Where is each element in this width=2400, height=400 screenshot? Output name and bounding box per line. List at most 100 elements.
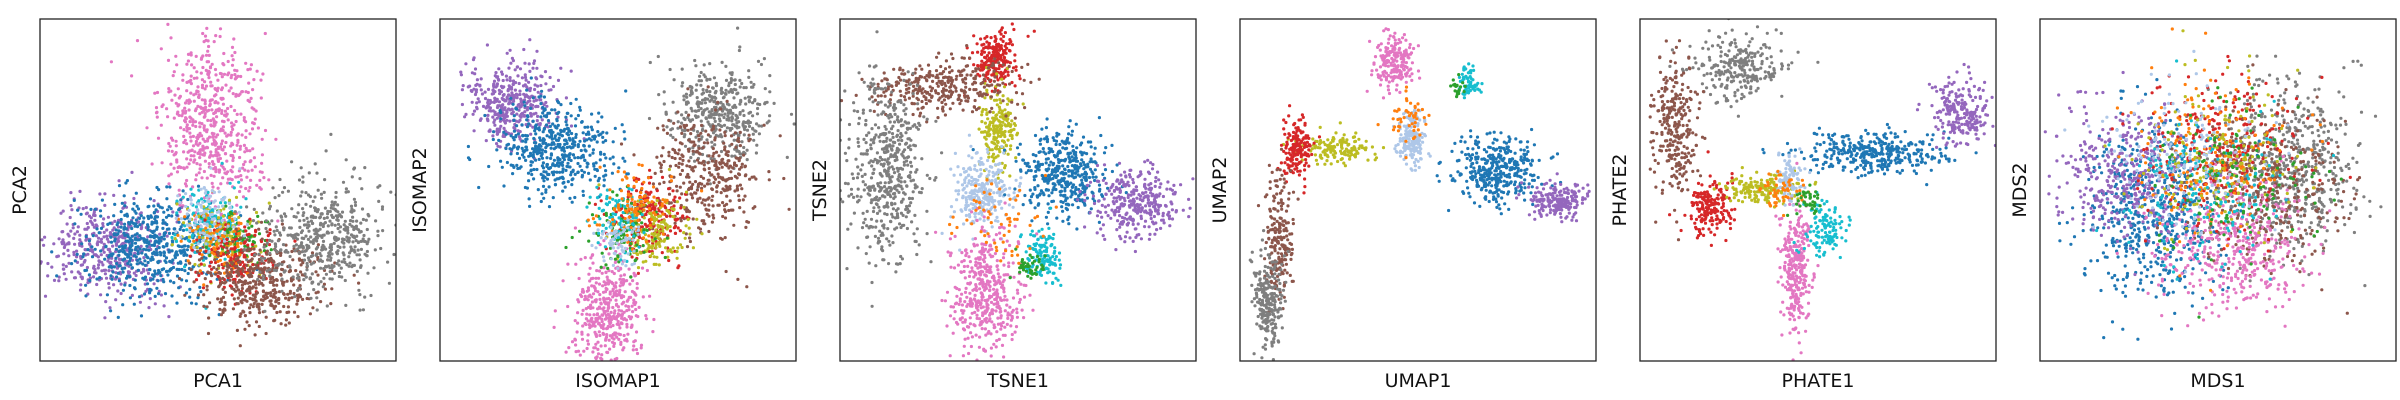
scatter-point bbox=[351, 248, 355, 252]
scatter-point bbox=[224, 140, 228, 145]
scatter-point bbox=[300, 250, 305, 254]
scatter-point bbox=[634, 273, 638, 277]
scatter-point bbox=[574, 97, 578, 101]
scatter-point bbox=[718, 119, 722, 123]
scatter-point bbox=[701, 110, 705, 114]
scatter-point bbox=[714, 84, 719, 88]
scatter-point bbox=[199, 71, 203, 75]
scatter-point bbox=[153, 241, 157, 245]
scatter-point bbox=[145, 244, 149, 248]
scatter-point bbox=[355, 219, 359, 223]
scatter-point bbox=[539, 172, 543, 176]
scatter-point bbox=[233, 250, 237, 254]
scatter-point bbox=[275, 209, 279, 213]
scatter-point bbox=[233, 242, 237, 246]
scatter-point bbox=[108, 250, 112, 254]
scatter-point bbox=[591, 253, 595, 257]
scatter-point bbox=[223, 257, 227, 261]
scatter-point bbox=[623, 159, 627, 163]
scatter-point bbox=[218, 71, 222, 76]
scatter-point bbox=[523, 133, 528, 138]
scatter-point bbox=[221, 295, 226, 299]
scatter-point bbox=[564, 115, 568, 119]
scatter-point bbox=[755, 143, 759, 147]
scatter-point bbox=[553, 108, 557, 112]
scatter-point bbox=[84, 206, 88, 210]
scatter-point bbox=[272, 268, 276, 272]
scatter-point bbox=[280, 277, 284, 281]
scatter-point bbox=[123, 236, 127, 240]
scatter-point bbox=[43, 294, 48, 298]
scatter-point bbox=[527, 197, 531, 201]
scatter-point bbox=[206, 217, 210, 221]
scatter-point bbox=[724, 78, 729, 82]
scatter-point bbox=[241, 269, 245, 273]
scatter-point bbox=[470, 89, 474, 93]
scatter-point bbox=[221, 165, 225, 169]
scatter-point bbox=[604, 361, 607, 364]
scatter-point bbox=[236, 241, 240, 245]
scatter-point bbox=[84, 283, 88, 287]
scatter-point bbox=[59, 211, 63, 215]
scatter-point bbox=[219, 142, 224, 146]
scatter-point bbox=[207, 250, 211, 254]
scatter-point bbox=[583, 256, 587, 260]
scatter-point bbox=[142, 247, 146, 251]
scatter-point bbox=[601, 307, 605, 311]
scatter-point bbox=[501, 103, 505, 107]
scatter-point bbox=[515, 65, 520, 69]
scatter-point bbox=[206, 118, 210, 122]
scatter-point bbox=[230, 267, 234, 271]
scatter-point bbox=[189, 78, 193, 82]
scatter-point bbox=[125, 248, 129, 252]
scatter-point bbox=[580, 168, 584, 173]
scatter-point bbox=[229, 130, 233, 134]
scatter-point bbox=[727, 84, 731, 88]
scatter-point bbox=[83, 268, 87, 273]
scatter-point bbox=[130, 266, 134, 270]
scatter-point bbox=[207, 76, 211, 80]
scatter-point bbox=[273, 242, 278, 246]
scatter-point bbox=[291, 275, 295, 279]
scatter-point bbox=[714, 89, 718, 93]
scatter-point bbox=[346, 231, 350, 235]
scatter-point bbox=[157, 236, 161, 240]
scatter-point bbox=[729, 110, 733, 114]
scatter-point bbox=[475, 107, 479, 111]
scatter-point bbox=[517, 135, 522, 139]
scatter-point bbox=[269, 291, 273, 295]
scatter-point bbox=[255, 221, 259, 225]
scatter-point bbox=[522, 47, 526, 52]
scatter-point bbox=[502, 184, 506, 188]
scatter-point bbox=[708, 182, 712, 186]
scatter-point bbox=[400, 245, 403, 248]
scatter-point bbox=[626, 305, 631, 309]
scatter-point bbox=[188, 261, 192, 265]
scatter-point bbox=[629, 315, 634, 319]
scatter-point bbox=[485, 43, 489, 47]
scatter-point bbox=[187, 208, 191, 212]
scatter-point bbox=[215, 244, 219, 248]
scatter-point bbox=[235, 203, 239, 207]
scatter-point bbox=[231, 156, 235, 160]
scatter-point bbox=[499, 90, 503, 94]
scatter-point bbox=[196, 184, 201, 188]
scatter-point bbox=[541, 111, 545, 115]
scatter-point bbox=[192, 99, 196, 103]
scatter-point bbox=[541, 161, 546, 165]
scatter-point bbox=[268, 251, 272, 255]
scatter-point bbox=[246, 281, 250, 285]
scatter-point bbox=[229, 274, 233, 279]
scatter-point bbox=[514, 106, 518, 111]
scatter-point bbox=[142, 292, 147, 296]
scatter-point bbox=[599, 132, 603, 136]
scatter-point bbox=[244, 229, 248, 233]
scatter-point bbox=[205, 26, 209, 30]
scatter-point bbox=[673, 221, 677, 225]
scatter-point bbox=[95, 277, 99, 281]
scatter-point bbox=[157, 292, 161, 296]
scatter-point bbox=[315, 296, 319, 300]
scatter-point bbox=[631, 310, 635, 314]
scatter-point bbox=[238, 144, 243, 148]
